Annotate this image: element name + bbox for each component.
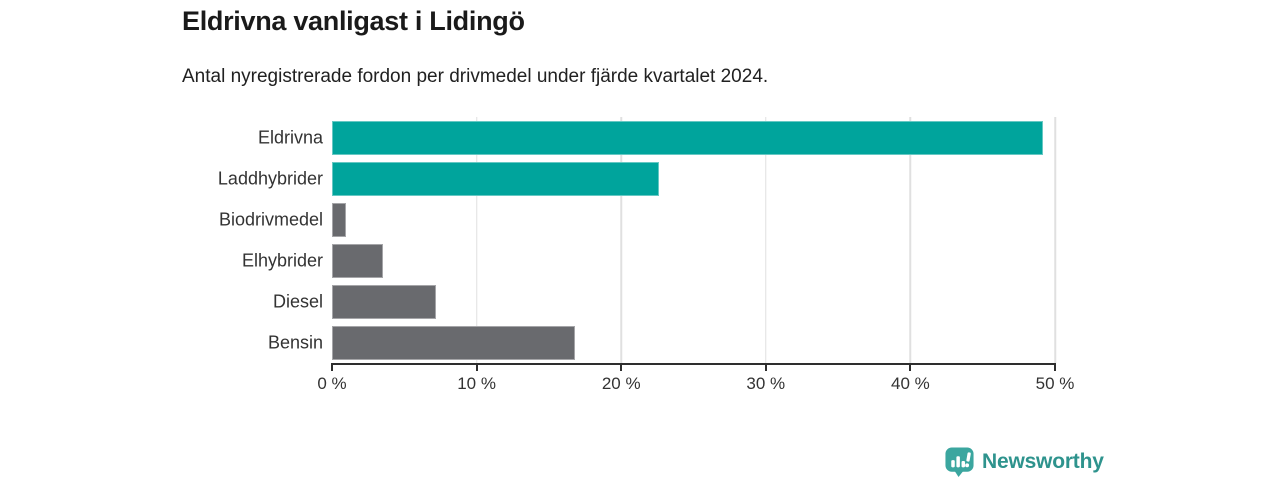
gridline-40 (909, 117, 912, 363)
plot-area: Eldrivna Laddhybrider Biodrivmedel Elhybrid… (218, 117, 1074, 393)
newsworthy-logo-text: Newsworthy (982, 450, 1104, 473)
bar-row-laddhybrider: Laddhybrider (218, 158, 1055, 199)
gridline-50 (1054, 117, 1056, 363)
category-label-elhybrider: Elhybrider (241, 250, 323, 270)
bar-row-biodrivmedel: Biodrivmedel (219, 199, 1055, 240)
x-tick-mark-30 (764, 363, 767, 371)
x-tick-mark-0 (331, 363, 333, 371)
bar-row-bensin: Bensin (268, 322, 1055, 363)
bar-eldrivna (332, 120, 1044, 155)
category-label-eldrivna: Eldrivna (257, 127, 323, 147)
category-label-biodrivmedel: Biodrivmedel (218, 209, 323, 229)
bar-row-diesel: Diesel (273, 281, 1055, 322)
x-tick-label-0: 0 % (317, 374, 347, 393)
chart-title: Eldrivna vanligast i Lidingö (182, 6, 525, 36)
gridline-10 (475, 117, 478, 363)
x-tick-mark-20 (620, 363, 623, 371)
x-tick-mark-40 (909, 363, 912, 371)
x-tick-label-40: 40 % (891, 374, 930, 393)
x-tick-label-50: 50 % (1035, 374, 1075, 393)
bar-elhybrider (332, 243, 383, 278)
chart-subtitle: Antal nyregistrerade fordon per drivmede… (182, 66, 769, 87)
category-label-laddhybrider: Laddhybrider (217, 168, 323, 188)
bar-diesel (332, 284, 437, 319)
x-tick-label-10: 10 % (457, 374, 496, 393)
gridline-30 (765, 117, 767, 363)
x-tick-mark-50 (1054, 363, 1056, 371)
newsworthy-logo[interactable]: Newsworthy (944, 446, 1104, 478)
bar-bensin (332, 325, 575, 360)
category-label-bensin: Bensin (267, 332, 323, 352)
gridline-20 (620, 117, 622, 363)
bar-laddhybrider (332, 161, 659, 196)
bar-row-eldrivna: Eldrivna (258, 117, 1055, 158)
x-tick-mark-10 (475, 363, 478, 371)
bar-row-elhybrider: Elhybrider (242, 240, 1055, 281)
x-tick-label-20: 20 % (601, 374, 641, 393)
category-label-diesel: Diesel (272, 291, 323, 311)
bar-biodrivmedel (332, 202, 347, 237)
newsworthy-logo-icon (944, 446, 975, 478)
x-tick-label-30: 30 % (746, 374, 786, 393)
